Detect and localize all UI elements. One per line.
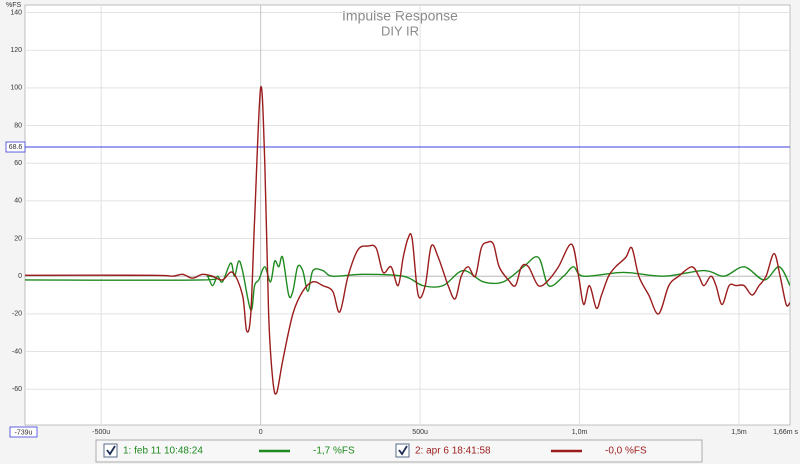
y-axis-unit: %FS [6,2,22,9]
x-range-box [9,426,38,438]
x-tick-label: 500u [412,429,428,436]
y-tick-label: 100 [10,85,22,92]
legend-checkmark [106,445,116,456]
legend-checkmark [398,445,408,456]
legend-level: -0,0 %FS [605,446,647,457]
x-tick-label: 1,5m [731,429,747,436]
x-tick-label: -500u [92,429,110,436]
x-tick-label: -739u [15,429,33,436]
chart-subtitle: DIY IR [381,23,419,38]
y-tick-label: 20 [14,235,22,242]
chart-title: Impulse Response [342,8,458,24]
x-tick-label: 0 [259,429,263,436]
x-tick-label: 1,0m [572,429,588,436]
x-tick-label: 1,66m s [773,429,798,436]
plot-area [24,4,791,426]
y-tick-label: 60 [14,160,22,167]
y-tick-label: 40 [14,198,22,205]
y-tick-label: -60 [12,386,22,393]
legend-checkbox[interactable] [103,443,118,458]
legend: 1: feb 11 10:48:24 -1,7 %FS 2: apr 6 18:41… [103,443,647,458]
y-tick-label: 0 [18,273,22,280]
y-tick-label: 140 [10,9,22,16]
y-tick-label: -20 [12,311,22,318]
series-line [25,85,790,395]
legend-name: 1: feb 11 10:48:24 [123,446,203,457]
legend-name: 2: apr 6 18:41:58 [415,446,491,457]
series-layer [25,85,790,395]
cursor-label: 68.6 [9,144,23,151]
legend-checkbox[interactable] [395,443,410,458]
plot-layer: -60 -40 -20 0 20 40 60 80 100 120 140 -739u -500u 0 50… [5,5,798,438]
y-tick-label: -40 [12,348,22,355]
y-tick-label: 80 [14,122,22,129]
legend-level: -1,7 %FS [313,446,355,457]
y-tick-label: 120 [10,47,22,54]
cursor-label-box [5,141,26,153]
